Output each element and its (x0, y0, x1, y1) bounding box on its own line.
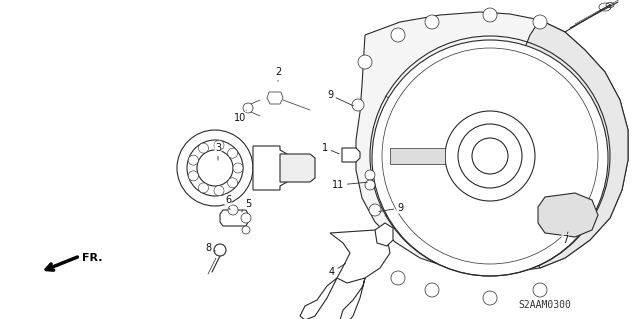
Circle shape (243, 103, 253, 113)
Circle shape (241, 213, 251, 223)
Text: 11: 11 (332, 180, 367, 190)
Circle shape (177, 130, 253, 206)
Polygon shape (390, 148, 445, 164)
Circle shape (358, 55, 372, 69)
Circle shape (242, 226, 250, 234)
Circle shape (214, 186, 224, 196)
Circle shape (188, 171, 198, 181)
Polygon shape (340, 278, 365, 319)
Circle shape (197, 150, 233, 186)
Circle shape (365, 180, 375, 190)
Text: 2: 2 (275, 67, 281, 81)
Polygon shape (267, 92, 283, 104)
Text: 9: 9 (327, 90, 353, 106)
Circle shape (358, 243, 372, 257)
Text: FR.: FR. (82, 253, 102, 263)
Circle shape (369, 204, 381, 216)
Text: 3: 3 (215, 143, 221, 160)
Circle shape (214, 244, 226, 256)
Text: 6: 6 (225, 195, 231, 210)
Circle shape (352, 99, 364, 111)
Circle shape (372, 40, 608, 276)
Circle shape (533, 15, 547, 29)
Circle shape (483, 291, 497, 305)
Circle shape (533, 283, 547, 297)
Circle shape (365, 170, 375, 180)
Text: 8: 8 (205, 243, 216, 253)
Polygon shape (330, 230, 390, 283)
Circle shape (228, 148, 237, 158)
Circle shape (391, 28, 405, 42)
Polygon shape (375, 223, 393, 246)
Polygon shape (356, 12, 628, 272)
Polygon shape (342, 148, 360, 162)
Circle shape (472, 138, 508, 174)
Text: 1: 1 (322, 143, 339, 154)
Text: 7: 7 (562, 232, 568, 245)
Circle shape (458, 124, 522, 188)
Text: 5: 5 (242, 199, 251, 212)
Circle shape (425, 283, 439, 297)
Circle shape (483, 8, 497, 22)
Polygon shape (220, 210, 248, 226)
Text: 10: 10 (234, 110, 246, 123)
Circle shape (187, 140, 243, 196)
Text: 4: 4 (329, 263, 346, 277)
Circle shape (425, 15, 439, 29)
Text: 9: 9 (379, 203, 403, 213)
Circle shape (228, 205, 238, 215)
Circle shape (198, 183, 209, 193)
Circle shape (233, 163, 243, 173)
Polygon shape (520, 20, 628, 268)
Text: S2AAM0300: S2AAM0300 (518, 300, 572, 310)
Circle shape (391, 271, 405, 285)
Polygon shape (253, 146, 287, 190)
Circle shape (188, 155, 198, 165)
Circle shape (228, 178, 237, 188)
Circle shape (198, 143, 209, 153)
Polygon shape (538, 193, 598, 237)
Polygon shape (300, 278, 337, 319)
Polygon shape (280, 154, 315, 182)
Circle shape (445, 111, 535, 201)
Circle shape (214, 140, 224, 150)
